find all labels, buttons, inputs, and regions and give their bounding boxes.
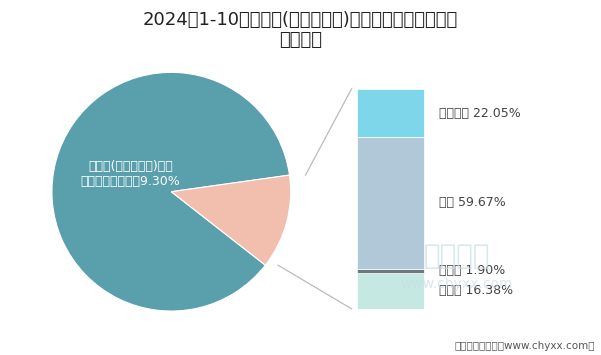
Text: 广东省(不含深圳市)保险
保费占全国比重为9.30%: 广东省(不含深圳市)保险 保费占全国比重为9.30% (81, 160, 180, 188)
Bar (358, 273, 424, 309)
Text: 财产保险 22.05%: 财产保险 22.05% (439, 106, 520, 120)
Bar (358, 137, 424, 269)
Text: 智研咨询: 智研咨询 (424, 242, 490, 269)
Text: 寿险 59.67%: 寿险 59.67% (439, 196, 505, 209)
Text: www.chyxx.com: www.chyxx.com (401, 277, 513, 291)
Wedge shape (52, 72, 290, 311)
Bar (358, 89, 424, 137)
Text: 意外险 1.90%: 意外险 1.90% (439, 264, 505, 277)
Text: 健康险 16.38%: 健康险 16.38% (439, 284, 513, 297)
Bar (358, 269, 424, 273)
Text: 2024年1-10月广东省(不含深圳市)原保险保费收入类别对
比统计图: 2024年1-10月广东省(不含深圳市)原保险保费收入类别对 比统计图 (143, 11, 458, 49)
Text: 制图：智研咨询（www.chyxx.com）: 制图：智研咨询（www.chyxx.com） (454, 342, 595, 351)
Wedge shape (171, 175, 291, 265)
